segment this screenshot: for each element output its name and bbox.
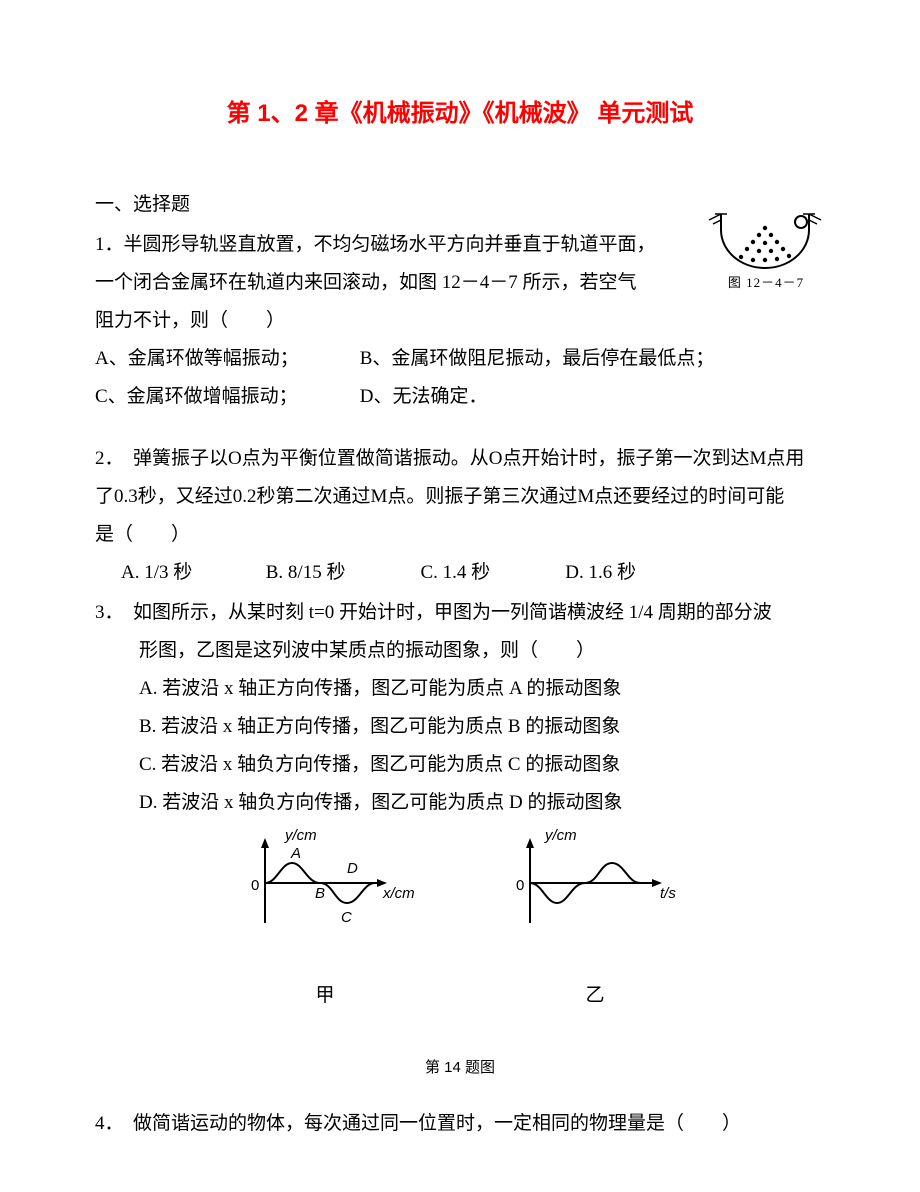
page-title: 第 1、2 章《机械振动》《机械波》 单元测试: [95, 90, 825, 138]
svg-text:y/cm: y/cm: [284, 828, 317, 844]
q3-opt-d: D. 若波沿 x 轴负方向传播，图乙可能为质点 D 的振动图象: [95, 784, 825, 822]
svg-text:x/cm: x/cm: [382, 885, 415, 902]
q2-line3: 是（ ）: [95, 516, 825, 554]
q4-line1: 4． 做简谐运动的物体，每次通过同一位置时，一定相同的物理量是（ ）: [95, 1105, 825, 1143]
q1-opt-b: B、金属环做阻尼振动，最后停在最低点；: [360, 340, 715, 378]
svg-text:A: A: [290, 845, 301, 862]
q1-opt-c: C、金属环做增幅振动；: [95, 378, 355, 416]
q3-opt-a: A. 若波沿 x 轴正方向传播，图乙可能为质点 A 的振动图象: [95, 670, 825, 708]
q2-line2: 了0.3秒，又经过0.2秒第二次通过M点。则振子第三次通过M点还要经过的时间可能: [95, 478, 825, 516]
figure-12-4-7: 图 12－4－7: [696, 200, 836, 296]
svg-text:B: B: [315, 885, 325, 902]
q1-opt-d: D、无法确定．: [360, 378, 488, 416]
q2-opt-c: C. 1.4 秒: [421, 554, 561, 592]
svg-text:D: D: [347, 860, 358, 877]
question-4: 4． 做简谐运动的物体，每次通过同一位置时，一定相同的物理量是（ ）: [95, 1105, 825, 1143]
chart-jia: y/cm 0 x/cm A B C D 甲: [235, 828, 415, 1015]
chart-jia-label: 甲: [235, 977, 415, 1015]
svg-text:0: 0: [251, 877, 259, 894]
wave-space-chart: y/cm 0 x/cm A B C D: [235, 828, 415, 948]
svg-text:0: 0: [516, 877, 524, 894]
chart-yi-label: 乙: [505, 977, 685, 1015]
q2-opt-a: A. 1/3 秒: [121, 554, 261, 592]
q3-opt-b: B. 若波沿 x 轴正方向传播，图乙可能为质点 B 的振动图象: [95, 708, 825, 746]
q2-opt-d: D. 1.6 秒: [565, 554, 636, 592]
wave-time-chart: y/cm 0 t/s: [505, 828, 685, 948]
q2-opt-b: B. 8/15 秒: [266, 554, 416, 592]
chart-yi: y/cm 0 t/s 乙: [505, 828, 685, 1015]
q3-diagrams: y/cm 0 x/cm A B C D 甲: [95, 828, 825, 1015]
q2-line1: 2． 弹簧振子以O点为平衡位置做简谐振动。从O点开始计时，振子第一次到达M点用: [95, 440, 825, 478]
q1-opt-a: A、金属环做等幅振动；: [95, 340, 355, 378]
q3-line1: 3． 如图所示，从某时刻 t=0 开始计时，甲图为一列简谐横波经 1/4 周期的…: [95, 594, 825, 632]
question-2: 2． 弹簧振子以O点为平衡位置做简谐振动。从O点开始计时，振子第一次到达M点用 …: [95, 440, 825, 592]
q1-line3: 阻力不计，则（ ）: [95, 302, 825, 340]
svg-text:C: C: [341, 909, 352, 926]
figure-12-4-7-caption: 图 12－4－7: [696, 270, 836, 296]
q3-line2: 形图，乙图是这列波中某质点的振动图象，则（ ）: [95, 632, 825, 670]
svg-text:y/cm: y/cm: [544, 828, 577, 844]
question-3: 3． 如图所示，从某时刻 t=0 开始计时，甲图为一列简谐横波经 1/4 周期的…: [95, 594, 825, 1083]
semicercle-track-icon: [703, 200, 829, 270]
q3-opt-c: C. 若波沿 x 轴负方向传播，图乙可能为质点 C 的振动图象: [95, 746, 825, 784]
svg-text:t/s: t/s: [660, 885, 676, 902]
q3-figure-caption: 第 14 题图: [95, 1053, 825, 1083]
